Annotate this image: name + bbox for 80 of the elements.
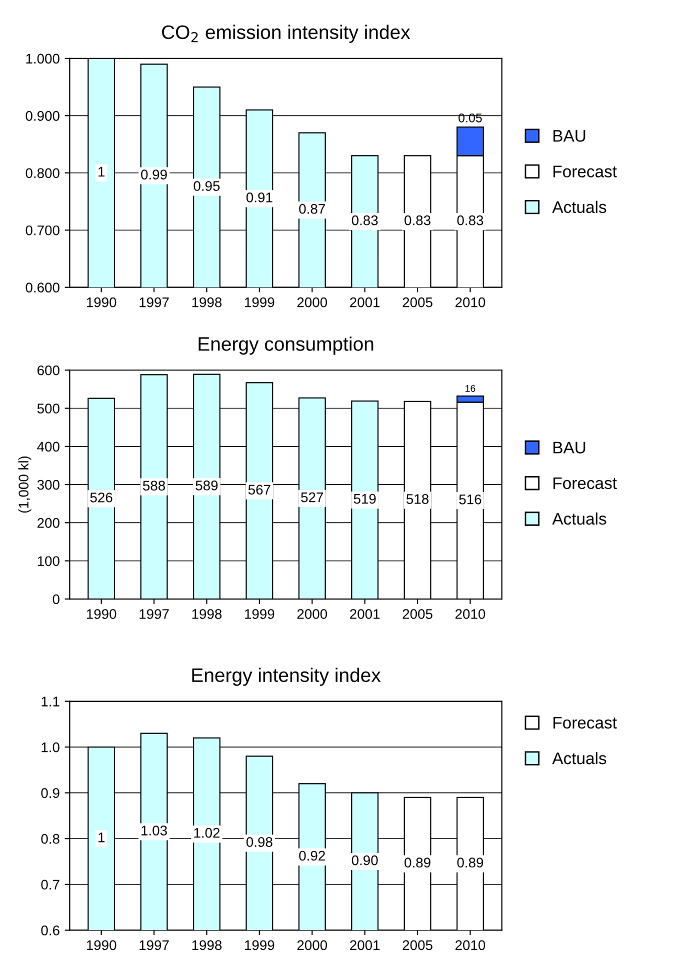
legend-label: Forecast	[554, 477, 617, 490]
y-tick-label: 1.1	[42, 696, 60, 706]
data-label: 1	[98, 166, 105, 176]
legend-label: BAU	[554, 442, 586, 454]
legend-label: Forecast	[554, 716, 617, 729]
x-tick-label: 2005	[402, 297, 432, 308]
x-tick-label: 1998	[192, 609, 222, 619]
y-tick-label: 500	[37, 404, 60, 414]
y-tick-label: 0	[52, 594, 60, 604]
y-tick-label: 0.700	[26, 225, 60, 236]
data-label: 526	[90, 492, 112, 502]
legend-label: Forecast	[554, 166, 617, 178]
data-label: 0.87	[299, 204, 325, 214]
data-label: 518	[406, 494, 429, 504]
x-tick-label: 1990	[86, 297, 116, 308]
data-label: 0.90	[352, 855, 378, 866]
x-tick-label: 2005	[402, 609, 432, 619]
x-tick-label: 1990	[86, 609, 116, 619]
x-tick-label: 2010	[455, 940, 486, 950]
chart-title: Energy consumption	[198, 336, 374, 355]
x-tick-label: 2010	[455, 609, 486, 619]
x-tick-label: 1997	[140, 609, 169, 619]
y-tick-label: 0.7	[41, 880, 60, 890]
y-tick-label: 1.000	[26, 54, 60, 64]
y-tick-label: 100	[38, 556, 60, 566]
y-tick-label: 0.6	[41, 926, 60, 936]
x-tick-label: 1999	[245, 940, 274, 950]
data-label: 567	[248, 484, 270, 495]
x-tick-label: 2001	[350, 940, 380, 950]
chart-title: CO$_{2}$ emission intensity index	[162, 24, 410, 43]
x-tick-label: 1999	[245, 297, 274, 308]
data-label: 0.89	[457, 858, 484, 868]
data-label: 589	[196, 480, 218, 490]
x-tick-label: 1997	[140, 297, 169, 308]
y-axis-title: (1,000 kl)	[18, 456, 32, 513]
x-tick-label: 1999	[245, 609, 274, 619]
data-label: 0.98	[246, 837, 272, 847]
legend-label: Actuals	[552, 200, 606, 214]
legend-label: Actuals	[552, 752, 606, 764]
data-label: 588	[142, 480, 166, 491]
x-tick-label: 1997	[140, 940, 169, 950]
y-tick-label: 300	[37, 480, 60, 490]
data-label: 0.92	[299, 850, 325, 861]
data-label: 0.91	[246, 192, 272, 202]
data-label: 1.02	[194, 828, 220, 838]
data-label: 516	[459, 494, 482, 504]
data-label: 0.83	[404, 215, 430, 226]
x-tick-label: 2000	[297, 940, 328, 950]
y-tick-label: 0.9	[41, 788, 60, 798]
data-label: 16	[466, 384, 476, 392]
y-tick-label: 0.800	[26, 168, 60, 178]
y-tick-label: 400	[37, 442, 60, 452]
x-tick-label: 1998	[192, 940, 222, 950]
x-tick-label: 2000	[297, 297, 328, 308]
x-tick-label: 2001	[350, 609, 380, 619]
data-label: 1	[98, 832, 105, 842]
y-tick-label: 600	[38, 365, 60, 376]
y-tick-label: 0.900	[26, 110, 60, 121]
data-label: 0.89	[404, 858, 430, 868]
data-label: 519	[354, 494, 376, 504]
y-tick-label: 0.600	[26, 282, 60, 292]
y-tick-label: 200	[38, 518, 60, 528]
x-tick-label: 1998	[192, 297, 222, 308]
data-label: 1.03	[142, 826, 167, 836]
y-tick-label: 1.0	[42, 742, 60, 752]
chart-title: Energy intensity index	[192, 668, 381, 686]
y-tick-label: 0.8	[41, 834, 60, 844]
x-tick-label: 1990	[86, 940, 116, 950]
data-label: 0.83	[352, 215, 378, 226]
data-label: 0.99	[141, 170, 167, 180]
data-label: 0.05	[458, 113, 482, 122]
x-tick-label: 2010	[455, 297, 486, 308]
x-tick-label: 2005	[402, 940, 432, 950]
data-label: 0.83	[457, 215, 484, 226]
legend-label: Actuals	[552, 512, 606, 525]
x-tick-label: 2000	[297, 609, 328, 619]
data-label: 527	[301, 492, 324, 502]
x-tick-label: 2001	[350, 297, 380, 308]
legend-label: BAU	[554, 130, 586, 142]
data-label: 0.95	[194, 181, 220, 191]
